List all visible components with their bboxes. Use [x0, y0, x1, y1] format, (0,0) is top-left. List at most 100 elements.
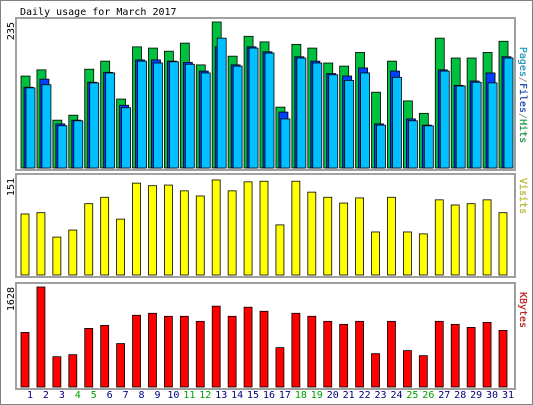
x-tick-label: 28: [454, 390, 466, 401]
x-tick-label: 11: [183, 390, 195, 401]
bar: [168, 61, 179, 169]
bar: [418, 233, 428, 276]
bar: [498, 330, 508, 388]
bar: [355, 197, 365, 276]
bar: [148, 312, 157, 388]
bar: [376, 124, 386, 169]
bar: [450, 323, 460, 388]
y-tick-label: 235: [6, 22, 17, 40]
bar: [57, 125, 68, 169]
bar: [503, 57, 514, 169]
bar: [195, 320, 205, 388]
bar: [339, 323, 349, 388]
legend-entry: KBytes: [517, 292, 528, 328]
bar: [418, 355, 428, 388]
x-tick-label: 7: [123, 390, 129, 401]
bar: [307, 315, 317, 388]
bar: [264, 52, 275, 169]
legend: Visits: [517, 178, 528, 214]
x-tick-label: 12: [199, 390, 211, 401]
bar: [259, 180, 269, 276]
x-tick-label: 3: [59, 390, 65, 401]
bar: [36, 212, 46, 276]
x-tick-label: 23: [375, 390, 387, 401]
y-tick-label: 151: [6, 178, 17, 196]
bar: [280, 118, 291, 169]
legend-entry: Hits: [517, 119, 528, 143]
bar: [291, 180, 301, 276]
bar: [153, 62, 163, 169]
bar: [216, 37, 227, 169]
bar: [466, 203, 476, 276]
legend-entry: Pages: [517, 47, 528, 77]
bar: [163, 184, 173, 276]
bar: [84, 328, 94, 388]
bar: [482, 321, 492, 388]
bar: [20, 213, 30, 276]
bar: [275, 224, 285, 276]
bar: [423, 125, 434, 169]
legend: KBytes: [517, 292, 528, 328]
bar: [148, 185, 157, 276]
x-tick-label: 19: [311, 390, 323, 401]
legend-separator: /: [517, 77, 528, 83]
legend-separator: /: [517, 113, 528, 119]
legend-entry: Visits: [517, 178, 528, 214]
x-tick-label: 1: [27, 390, 33, 401]
bar: [487, 82, 498, 169]
bar: [387, 196, 396, 276]
bar: [41, 84, 52, 169]
bar: [179, 190, 189, 276]
bar: [360, 72, 371, 169]
x-tick-label: 20: [327, 390, 339, 401]
bar: [227, 315, 237, 388]
x-tick-label: 21: [343, 390, 355, 401]
bar: [402, 231, 412, 276]
y-tick-label: 1628: [6, 287, 17, 311]
bar: [227, 190, 237, 276]
x-tick-label: 15: [247, 390, 259, 401]
bar: [100, 324, 110, 388]
bar: [121, 107, 131, 169]
x-tick-label: 22: [359, 390, 371, 401]
bar: [232, 65, 243, 169]
bar: [498, 212, 508, 276]
bar: [355, 320, 365, 388]
bar: [179, 315, 189, 388]
bar: [68, 229, 78, 276]
x-tick-label: 4: [75, 390, 81, 401]
bar: [434, 320, 444, 388]
bar: [371, 231, 380, 276]
bar: [482, 199, 492, 276]
x-tick-label: 6: [107, 390, 113, 401]
x-tick-label: 27: [438, 390, 450, 401]
bar: [312, 62, 323, 169]
bar: [291, 312, 301, 388]
bar: [137, 60, 147, 169]
bar: [339, 202, 349, 276]
legend: Pages/Files/Hits: [517, 47, 528, 143]
bar: [52, 236, 62, 276]
x-tick-label: 18: [295, 390, 307, 401]
bar: [36, 286, 46, 388]
bar: [466, 327, 476, 388]
bar: [323, 196, 333, 276]
x-tick-label: 29: [470, 390, 482, 401]
bar: [243, 181, 253, 276]
bar: [52, 356, 62, 388]
x-tick-label: 2: [43, 390, 49, 401]
bar: [243, 306, 253, 388]
bar: [275, 347, 285, 388]
x-tick-label: 24: [390, 390, 402, 401]
bar: [371, 353, 380, 388]
x-tick-label: 13: [215, 390, 227, 401]
bar: [439, 70, 450, 169]
bar: [25, 87, 36, 169]
bar: [89, 82, 100, 169]
bar: [296, 57, 307, 169]
bar: [84, 203, 94, 276]
x-tick-label: 17: [279, 390, 291, 401]
x-tick-label: 16: [263, 390, 275, 401]
bar: [68, 354, 78, 388]
